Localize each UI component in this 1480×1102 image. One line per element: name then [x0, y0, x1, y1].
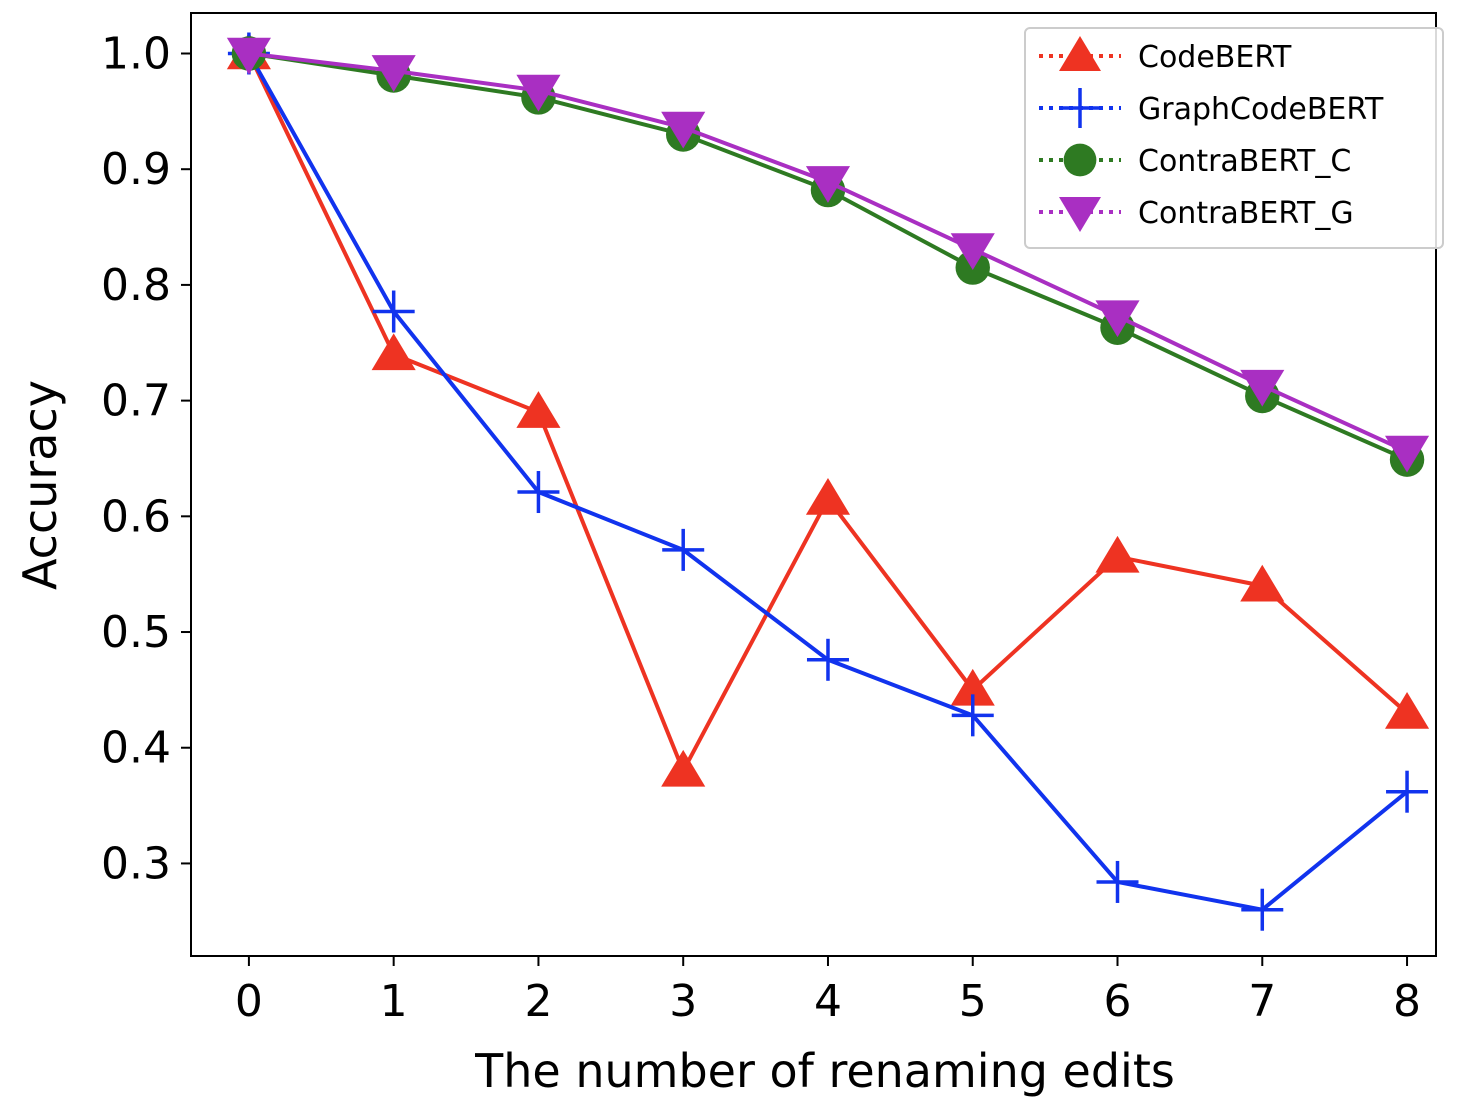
data-point [372, 290, 415, 333]
x-tick-label: 0 [235, 976, 263, 1027]
legend-marker [1060, 88, 1100, 128]
legend-label: ContraBERT_G [1138, 196, 1354, 231]
data-point [1240, 369, 1285, 407]
data-point [1241, 888, 1284, 931]
legend-marker [1063, 143, 1097, 177]
y-tick-label: 0.3 [101, 838, 171, 889]
y-tick-label: 1.0 [101, 28, 171, 79]
axes-frame [190, 12, 1437, 957]
legend-label: ContraBERT_C [1138, 144, 1351, 179]
data-point [1240, 564, 1285, 602]
y-tick-label: 0.4 [101, 723, 171, 774]
series-contrabert-g [226, 37, 1430, 473]
legend-label: CodeBERT [1138, 40, 1292, 75]
y-tick-label: 0.8 [101, 260, 171, 311]
data-point [516, 74, 561, 112]
legend-entry: GraphCodeBERT [1039, 88, 1384, 128]
data-point [662, 528, 705, 571]
data-point [1384, 692, 1430, 729]
legend: CodeBERT GraphCodeBERT ContraBERT_C ContraB… [1024, 27, 1444, 249]
legend-box [1024, 27, 1444, 249]
x-tick-label: 4 [814, 976, 842, 1027]
data-point [1095, 535, 1140, 573]
x-tick-label: 8 [1393, 976, 1421, 1027]
x-tick-label: 2 [524, 976, 552, 1027]
data-point [806, 638, 849, 681]
data-point [950, 668, 995, 706]
legend-entry: ContraBERT_G [1039, 196, 1354, 232]
legend-label: GraphCodeBERT [1138, 92, 1384, 127]
data-point [516, 391, 561, 428]
data-point [950, 233, 995, 271]
data-point [371, 55, 416, 92]
x-tick-label: 3 [669, 976, 697, 1027]
data-point [226, 37, 271, 75]
data-point [1095, 300, 1140, 338]
data-point [517, 471, 560, 514]
y-tick-label: 0.9 [101, 144, 171, 195]
y-tick-label: 0.5 [101, 607, 171, 658]
y-axis-label: Accuracy [13, 380, 67, 590]
legend-marker [1059, 36, 1101, 71]
data-point [661, 749, 706, 787]
data-point [805, 166, 851, 203]
y-tick-label: 0.6 [101, 491, 171, 542]
legend-marker [1059, 197, 1101, 232]
x-tick-label: 5 [959, 976, 987, 1027]
data-point [1386, 770, 1429, 813]
data-point [371, 333, 416, 371]
data-point [951, 694, 994, 737]
data-point [661, 111, 706, 149]
data-point [1096, 860, 1139, 903]
legend-entry: ContraBERT_C [1039, 143, 1351, 179]
data-point [1384, 435, 1430, 473]
x-tick-label: 1 [380, 976, 408, 1027]
x-axis-label: The number of renaming edits [474, 1044, 1175, 1098]
data-point [805, 477, 851, 515]
legend-entry: CodeBERT [1039, 36, 1292, 75]
x-axis: 0 1 2 3 4 5 6 7 8 [235, 956, 1421, 1027]
x-tick-label: 7 [1248, 976, 1276, 1027]
y-tick-label: 0.7 [101, 376, 171, 427]
plot-area [226, 32, 1430, 931]
x-tick-label: 6 [1104, 976, 1132, 1027]
y-axis: 0.3 0.4 0.5 0.6 0.7 0.8 0.9 1.0 [101, 28, 191, 889]
